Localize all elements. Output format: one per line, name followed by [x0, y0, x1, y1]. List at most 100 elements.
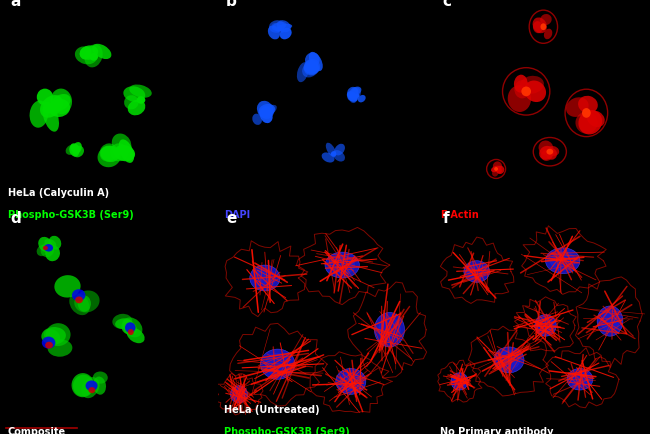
Ellipse shape: [325, 252, 359, 278]
Ellipse shape: [467, 263, 486, 279]
Text: Phospho-GSK3B (Ser9): Phospho-GSK3B (Ser9): [8, 210, 133, 220]
Ellipse shape: [72, 145, 77, 150]
Ellipse shape: [277, 24, 292, 30]
Ellipse shape: [514, 80, 530, 99]
Ellipse shape: [250, 265, 280, 291]
Ellipse shape: [49, 99, 70, 117]
Ellipse shape: [73, 375, 94, 396]
Text: HeLa (Calyculin A): HeLa (Calyculin A): [8, 188, 109, 198]
Ellipse shape: [297, 62, 309, 82]
Ellipse shape: [601, 310, 619, 332]
Ellipse shape: [80, 47, 92, 59]
Ellipse shape: [75, 46, 98, 64]
Ellipse shape: [40, 243, 54, 257]
Ellipse shape: [336, 368, 366, 395]
Ellipse shape: [129, 85, 151, 98]
Ellipse shape: [272, 23, 285, 33]
Ellipse shape: [30, 101, 48, 128]
Ellipse shape: [99, 143, 118, 161]
Ellipse shape: [112, 134, 131, 155]
Ellipse shape: [46, 323, 71, 346]
Ellipse shape: [374, 312, 404, 347]
Text: c: c: [443, 0, 451, 10]
Ellipse shape: [110, 143, 128, 161]
Ellipse shape: [136, 96, 146, 104]
Ellipse shape: [451, 373, 468, 390]
Ellipse shape: [544, 29, 552, 39]
Ellipse shape: [525, 81, 546, 102]
Ellipse shape: [597, 306, 623, 336]
Ellipse shape: [233, 388, 246, 401]
Ellipse shape: [304, 59, 320, 76]
Text: No Primary antibody: No Primary antibody: [440, 427, 554, 434]
Text: DAPI: DAPI: [224, 210, 250, 220]
Ellipse shape: [508, 85, 531, 112]
Ellipse shape: [42, 102, 59, 132]
Ellipse shape: [494, 167, 498, 171]
Ellipse shape: [80, 46, 98, 60]
Ellipse shape: [533, 21, 543, 33]
Text: d: d: [10, 211, 21, 226]
Ellipse shape: [567, 368, 593, 390]
Ellipse shape: [496, 168, 502, 174]
Ellipse shape: [44, 239, 57, 248]
Ellipse shape: [269, 20, 285, 33]
Ellipse shape: [532, 17, 547, 33]
Ellipse shape: [115, 318, 133, 329]
Ellipse shape: [70, 143, 80, 154]
Ellipse shape: [73, 146, 84, 158]
Ellipse shape: [304, 64, 320, 74]
Ellipse shape: [348, 94, 359, 102]
Ellipse shape: [47, 339, 72, 357]
Ellipse shape: [128, 329, 134, 335]
Ellipse shape: [265, 353, 291, 375]
Ellipse shape: [277, 20, 291, 32]
Ellipse shape: [43, 246, 48, 250]
Ellipse shape: [113, 148, 122, 155]
Ellipse shape: [347, 87, 359, 99]
Ellipse shape: [333, 150, 345, 161]
Ellipse shape: [66, 145, 77, 155]
Ellipse shape: [453, 375, 466, 388]
Ellipse shape: [122, 317, 142, 337]
Ellipse shape: [260, 105, 277, 118]
Ellipse shape: [92, 44, 111, 59]
Ellipse shape: [49, 236, 61, 250]
Ellipse shape: [261, 349, 295, 379]
Ellipse shape: [347, 91, 358, 102]
Ellipse shape: [539, 146, 554, 160]
Ellipse shape: [491, 166, 500, 172]
Ellipse shape: [38, 237, 52, 252]
Text: e: e: [226, 211, 237, 226]
Ellipse shape: [98, 146, 121, 167]
Ellipse shape: [492, 170, 498, 177]
Ellipse shape: [547, 149, 553, 155]
Ellipse shape: [72, 289, 85, 301]
Ellipse shape: [496, 166, 504, 174]
Ellipse shape: [40, 95, 63, 118]
Ellipse shape: [358, 95, 366, 102]
Ellipse shape: [498, 350, 520, 370]
Ellipse shape: [45, 342, 53, 349]
Ellipse shape: [550, 251, 576, 270]
Ellipse shape: [493, 161, 502, 171]
Ellipse shape: [304, 60, 318, 75]
Ellipse shape: [36, 245, 49, 256]
Ellipse shape: [124, 86, 145, 102]
Text: Phospho-GSK3B (Ser9): Phospho-GSK3B (Ser9): [224, 427, 350, 434]
Ellipse shape: [125, 322, 136, 333]
Ellipse shape: [100, 145, 120, 162]
Ellipse shape: [494, 347, 524, 373]
Ellipse shape: [464, 261, 489, 282]
Ellipse shape: [547, 146, 559, 156]
Ellipse shape: [72, 373, 94, 397]
Ellipse shape: [339, 372, 362, 391]
Ellipse shape: [280, 28, 292, 39]
Ellipse shape: [378, 317, 401, 342]
Ellipse shape: [538, 317, 554, 333]
Ellipse shape: [122, 320, 135, 334]
Ellipse shape: [302, 62, 318, 77]
Ellipse shape: [90, 53, 98, 61]
Ellipse shape: [322, 152, 335, 163]
Ellipse shape: [259, 107, 271, 115]
